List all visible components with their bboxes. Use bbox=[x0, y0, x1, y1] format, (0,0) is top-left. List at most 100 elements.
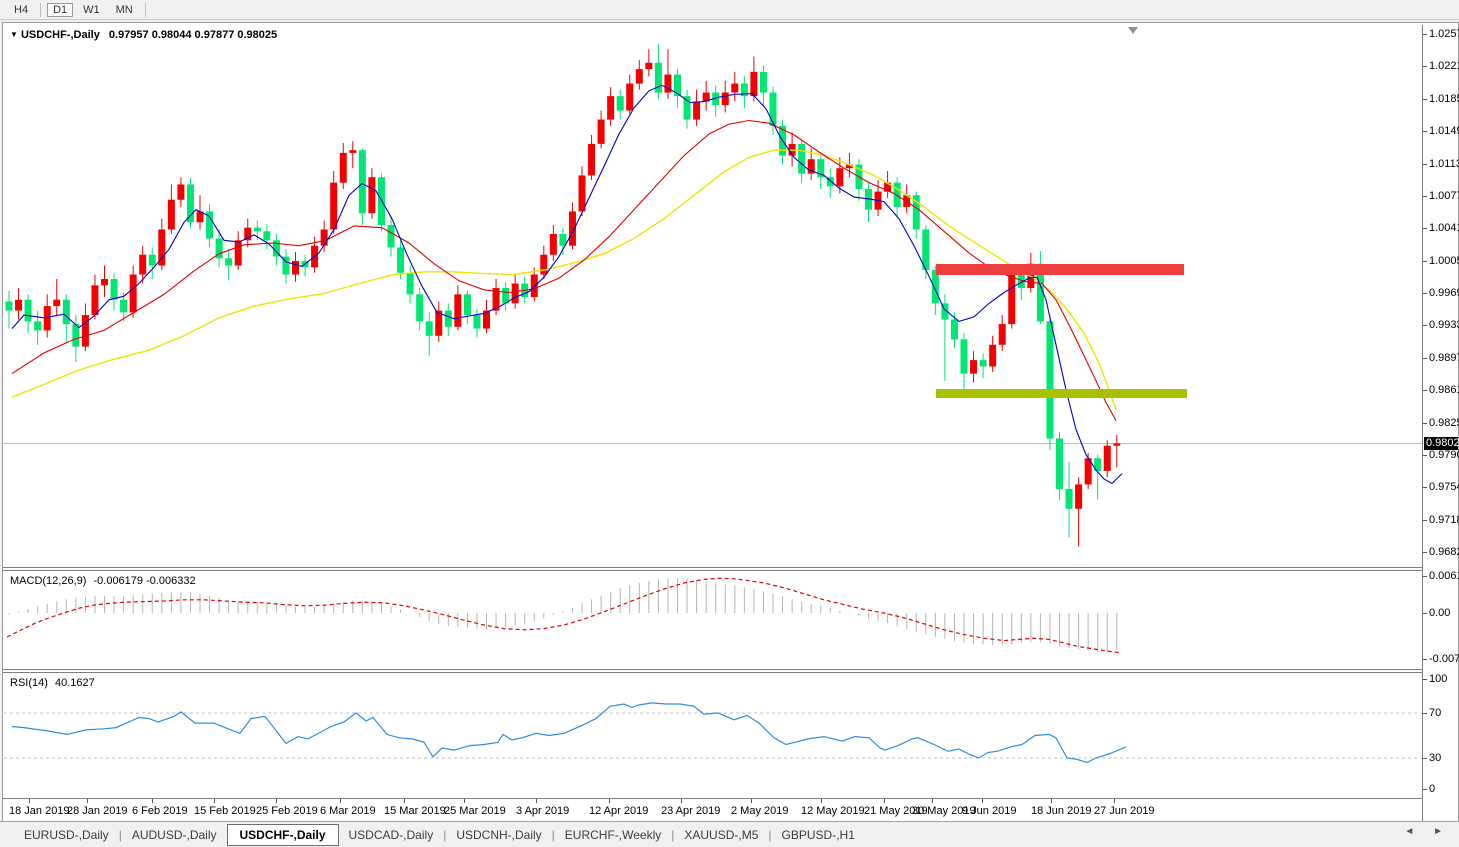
price-axis-tick bbox=[1423, 519, 1427, 521]
timeframe-button-w1[interactable]: W1 bbox=[83, 3, 100, 16]
price-axis-tick bbox=[1423, 98, 1427, 100]
date-axis-tick bbox=[404, 799, 405, 803]
macd-axis-label: -0.007612 bbox=[1429, 652, 1459, 665]
price-axis-label: 0.98970 bbox=[1429, 351, 1459, 364]
toolbar-separator bbox=[144, 2, 146, 17]
tab-usdcad-daily[interactable]: USDCAD-,Daily bbox=[348, 827, 434, 842]
price-axis-label: 1.00770 bbox=[1429, 189, 1459, 202]
price-axis-label: 1.02570 bbox=[1429, 28, 1459, 40]
price-axis-label: 1.02210 bbox=[1429, 60, 1459, 73]
date-axis-tick bbox=[29, 799, 30, 803]
price-chart-pane[interactable]: ▼ USDCHF-,Daily 0.97957 0.98044 0.97877 … bbox=[4, 25, 1422, 567]
tab-eurchf-weekly[interactable]: EURCHF-,Weekly bbox=[564, 827, 662, 842]
price-axis-label: 1.01490 bbox=[1429, 125, 1459, 138]
price-axis-label: 0.96820 bbox=[1429, 546, 1459, 558]
macd-value-main: -0.006179 bbox=[93, 575, 144, 587]
date-axis-label: 6 Feb 2019 bbox=[132, 805, 188, 817]
macd-axis-tick bbox=[1423, 576, 1427, 578]
rsi-axis-label: 30 bbox=[1429, 752, 1442, 764]
price-axis-tick bbox=[1423, 422, 1427, 424]
price-axis-label: 0.97900 bbox=[1429, 448, 1459, 461]
rsi-axis-label: 100 bbox=[1429, 673, 1448, 686]
ohlc-high: 0.98044 bbox=[151, 29, 192, 41]
date-axis-label: 15 Mar 2019 bbox=[384, 805, 446, 817]
rsi-axis-label: 70 bbox=[1429, 707, 1442, 719]
pane-splitter[interactable] bbox=[3, 669, 1458, 673]
chart-title: ▼ USDCHF-,Daily 0.97957 0.98044 0.97877 … bbox=[10, 29, 277, 41]
date-axis-tick bbox=[1051, 799, 1052, 803]
rsi-axis-tick bbox=[1423, 789, 1427, 790]
date-axis-tick bbox=[681, 799, 682, 803]
tab-eurusd-daily[interactable]: EURUSD-,Daily bbox=[24, 827, 109, 842]
date-axis-label: 21 May 2019 bbox=[864, 805, 928, 817]
date-axis-tick bbox=[340, 799, 341, 803]
date-axis-tick bbox=[982, 799, 983, 803]
chart-symbol: USDCHF-,Daily bbox=[20, 29, 100, 41]
macd-pane[interactable]: MACD(12,26,9) -0.006179 -0.006332 bbox=[4, 571, 1422, 669]
date-axis-tick bbox=[751, 799, 752, 803]
date-axis-label: 3 Apr 2019 bbox=[516, 805, 570, 817]
price-axis-label: 0.98250 bbox=[1429, 416, 1459, 429]
tab-usdcnh-daily[interactable]: USDCNH-,Daily bbox=[456, 827, 542, 842]
date-axis-label: 2 May 2019 bbox=[731, 805, 789, 817]
timeframe-button-d1[interactable]: D1 bbox=[47, 2, 74, 17]
price-axis-tick bbox=[1423, 163, 1427, 165]
date-axis-label: 12 Apr 2019 bbox=[589, 805, 649, 817]
date-axis-label: 18 Jan 2019 bbox=[9, 805, 70, 817]
tab-scroll-right-icon[interactable]: ► bbox=[1433, 826, 1451, 837]
timeframe-toolbar: H4 D1 W1 MN bbox=[0, 0, 1459, 20]
rsi-axis-label: 0 bbox=[1429, 783, 1436, 795]
date-axis-label: 25 Feb 2019 bbox=[256, 805, 318, 817]
macd-axis-tick bbox=[1423, 658, 1427, 660]
rsi-pane[interactable]: RSI(14) 40.1627 bbox=[4, 673, 1422, 798]
price-axis-tick bbox=[1423, 293, 1427, 294]
price-axis-label: 1.01850 bbox=[1429, 92, 1459, 105]
rsi-axis-tick bbox=[1423, 679, 1427, 681]
ohlc-low: 0.97877 bbox=[194, 29, 235, 41]
price-axis-tick bbox=[1423, 228, 1427, 230]
ohlc-close: 0.98025 bbox=[237, 29, 278, 41]
tab-separator: | bbox=[443, 827, 447, 842]
date-axis-tick bbox=[536, 799, 537, 803]
price-axis-tick bbox=[1423, 552, 1427, 553]
date-axis-tick bbox=[932, 799, 933, 803]
date-axis-label: 12 May 2019 bbox=[801, 805, 865, 817]
price-axis-tick bbox=[1423, 357, 1427, 359]
rsi-axis-tick bbox=[1423, 758, 1427, 759]
timeframe-button-mn[interactable]: MN bbox=[115, 3, 133, 16]
pane-splitter[interactable] bbox=[3, 567, 1458, 571]
tab-scroll-left-icon[interactable]: ◄ bbox=[1404, 826, 1423, 837]
date-axis-tick bbox=[87, 799, 88, 803]
macd-axis-tick bbox=[1423, 613, 1427, 614]
timeframe-button-h4[interactable]: H4 bbox=[14, 3, 29, 16]
date-axis-tick bbox=[1114, 799, 1115, 803]
date-axis-tick bbox=[609, 799, 610, 803]
right-scale-column[interactable]: 1.02570 1.02210 1.01850 1.01490 1.01130 1.007… bbox=[1422, 25, 1459, 821]
price-axis-label: 0.99330 bbox=[1429, 319, 1459, 332]
date-axis-tick bbox=[276, 799, 277, 803]
tab-audusd-daily[interactable]: AUDUSD-,Daily bbox=[131, 827, 217, 842]
date-axis-label: 25 Mar 2019 bbox=[444, 805, 506, 817]
macd-axis-label: 0.00 bbox=[1429, 607, 1451, 619]
tab-xauusd-m5[interactable]: XAUUSD-,M5 bbox=[684, 827, 759, 842]
price-axis-tick bbox=[1423, 454, 1427, 456]
rsi-value: 40.1627 bbox=[54, 677, 95, 689]
date-axis-label: 30 May 2019 bbox=[912, 805, 976, 817]
tab-separator: | bbox=[551, 827, 555, 842]
tab-usdchf-daily[interactable]: USDCHF-,Daily bbox=[226, 823, 339, 846]
rsi-name: RSI(14) bbox=[10, 677, 48, 689]
date-axis-tick bbox=[464, 799, 465, 803]
symbol-dropdown-icon: ▼ bbox=[10, 30, 18, 39]
price-axis-label: 0.98610 bbox=[1429, 384, 1459, 397]
tab-gbpusd-h1[interactable]: GBPUSD-,H1 bbox=[781, 827, 855, 842]
date-axis[interactable]: 18 Jan 2019 28 Jan 2019 6 Feb 2019 15 Feb 2… bbox=[4, 799, 1422, 821]
date-axis-label: 9 Jun 2019 bbox=[962, 805, 1017, 817]
date-axis-label: 28 Jan 2019 bbox=[67, 805, 128, 817]
symbol-tabbar: EURUSD-,Daily | AUDUSD-,Daily USDCHF-,Daily… bbox=[0, 821, 1459, 847]
price-axis-tick bbox=[1423, 260, 1427, 262]
ohlc-open: 0.97957 bbox=[108, 29, 149, 41]
price-axis-label: 0.97180 bbox=[1429, 513, 1459, 526]
tab-separator: | bbox=[768, 827, 772, 842]
price-axis-tick bbox=[1423, 34, 1427, 35]
price-axis-tick bbox=[1423, 66, 1427, 68]
